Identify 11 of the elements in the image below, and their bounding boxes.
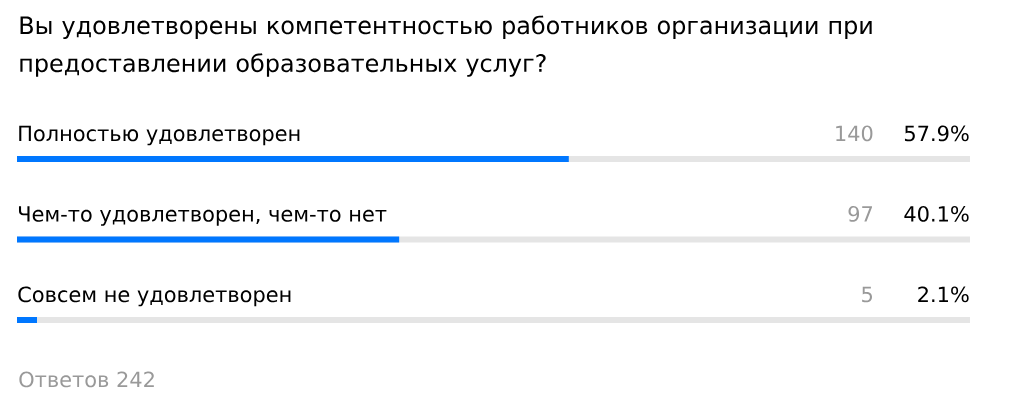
y-tick-label: Полностью удовлетворен (19, 125, 300, 146)
data-label: 40.1% (904, 205, 969, 222)
chart-title: Вы удовлетворены компетентностью работников организации при предоставлении образовательных услуг? (20, 15, 872, 77)
annotation: 97 (848, 205, 873, 222)
y-tick-label: Совсем не удовлетворен (18, 286, 291, 307)
annotation: 5 (862, 286, 872, 303)
y-tick-label: Чем-то удовлетворен, чем-то нет (18, 206, 387, 226)
text: Ответов 242 (19, 371, 154, 388)
data-label: 57.9% (904, 125, 969, 142)
annotation: 140 (836, 125, 873, 142)
data-label: 2.1% (918, 286, 969, 303)
